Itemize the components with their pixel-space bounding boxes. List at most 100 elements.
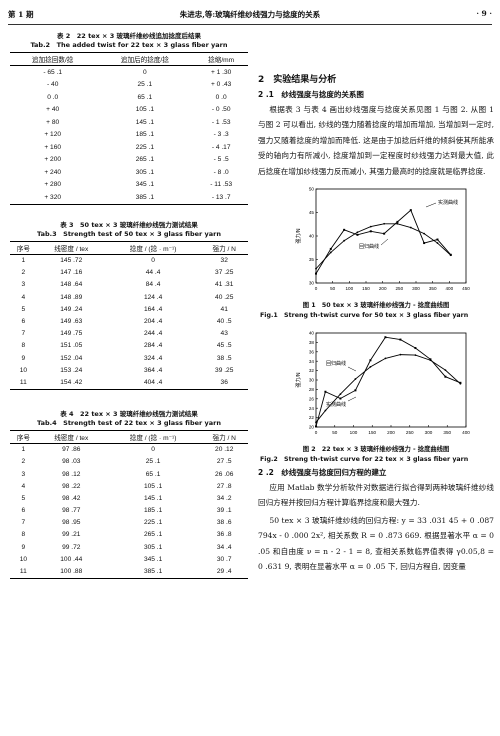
label-leader [347, 396, 357, 402]
left-column: 表 2 22 tex × 3 玻璃纤维纱线追加捻度后结果 Tab.2 The a… [10, 30, 248, 579]
table3-row-cell: 149 .24 [60, 305, 83, 313]
plot-frame [315, 332, 467, 428]
regression-point [423, 232, 426, 235]
regression-point [324, 409, 327, 412]
table4-row-cell: 10 [19, 555, 28, 563]
table4-row-cell: 0 [151, 446, 155, 454]
table3-row-cell: 84 .4 [145, 281, 161, 289]
table2-row-cell: + 200 [44, 156, 62, 164]
regression-point [383, 222, 386, 225]
label-leader [380, 238, 389, 246]
measured-point [396, 220, 399, 223]
table3-row-cell: 145 .72 [60, 257, 83, 265]
regression-point [399, 353, 402, 356]
table4-header: 捻度 / (捻 · m⁻¹) [105, 429, 201, 444]
table2-row-cell: 185 .1 [135, 131, 155, 139]
table4-row-cell: 65 .1 [145, 470, 161, 478]
table2-header: 捻缩/mm [194, 52, 248, 66]
measured-point [339, 397, 342, 400]
table2-row-cell: + 40 [46, 106, 60, 114]
table2-row: - 40 25 .1 + 0 .43 [10, 79, 248, 92]
table4-row-cell: 5 [21, 494, 26, 502]
table3-row-cell: 404 .4 [105, 376, 201, 390]
table4-row-cell: 305 .1 [143, 543, 163, 551]
y-tick-label: 38 [309, 340, 315, 345]
y-tick-label: 32 [309, 368, 315, 373]
measured-point [329, 247, 332, 250]
table2-row: + 40 105 .1 - 0 .50 [10, 104, 248, 117]
table2-row-cell: - 4 .17 [211, 143, 231, 151]
regression-point [409, 226, 412, 229]
table2-row: + 280 345 .1 - 11 .53 [10, 179, 248, 192]
regression-point [339, 393, 342, 396]
x-tick-label: 0 [315, 286, 318, 291]
table2-row-cell: + 80 [46, 118, 60, 126]
table2-row-cell: 0 .0 [215, 93, 227, 101]
table3-row-cell: 148 .64 [60, 281, 83, 289]
table2-row-cell: 305 .1 [135, 168, 155, 176]
table4-row: 8 99 .21 265 .1 36 .8 [10, 529, 248, 541]
table4-row-cell: 26 .06 [215, 470, 234, 478]
regression-label: 回归曲线 [326, 360, 346, 367]
table4-row-cell: 98 .42 [62, 494, 81, 502]
table4-row-cell: 98 .22 [62, 482, 81, 490]
measured-point [423, 242, 426, 245]
table2-row-cell: - 0 .50 [211, 106, 231, 114]
regression-point [329, 251, 332, 254]
table4-row-cell: 265 .1 [143, 531, 163, 539]
table4-row-cell: 30 .7 [216, 555, 232, 563]
subsection-title-2: 2 .2 纱线强度与捻度回归方程的建立 [258, 468, 387, 478]
paragraph-3: 50 tex × 3 玻璃纤维纱线的回归方程: y = 33 .031 45 +… [258, 515, 494, 572]
y-axis-label: 强力/N [295, 372, 302, 387]
x-tick-label: 50 [332, 430, 338, 435]
table2-row-cell: + 1 .30 [210, 68, 232, 76]
figure-1-caption-cn: 图 1 50 tex × 3 玻璃纤维纱线强力 - 捻度曲线图 [302, 302, 450, 310]
table4-row-cell: 34 .2 [216, 494, 232, 502]
table3-row-cell: 147 .16 [60, 269, 83, 277]
table3-header: 强力 / N [200, 240, 248, 255]
x-tick-label: 150 [368, 430, 376, 435]
table2-caption-cn: 表 2 22 tex × 3 玻璃纤维纱线追加捻度后结果 [56, 32, 202, 40]
table3-row-cell: 152 .04 [60, 354, 83, 362]
table4-header: 强力 / N [200, 429, 248, 444]
measured-point [414, 347, 417, 350]
subsection-title-1: 2 .1 纱线强度与捻度的关系图 [258, 90, 364, 99]
table3-row-cell: 148 .89 [60, 293, 83, 301]
measured-curve [315, 336, 461, 427]
table3-row-cell: 284 .4 [143, 342, 163, 350]
paragraph-2: 应用 Matlab 数学分析软件对数据进行拟合得到两种玻璃纤维纱线回归方程并按回… [258, 483, 494, 508]
table2-body: - 65 .1 0 + 1 .30 - 40 25 .1 + 0 .43 0 .0 65 .1… [10, 66, 248, 205]
table4-row-cell: 36 .8 [216, 531, 232, 539]
regression-point [369, 225, 372, 228]
table4-row-cell: 3 [21, 470, 26, 478]
y-tick-label: 50 [309, 187, 315, 192]
table3-row-cell: 5 [21, 305, 26, 313]
table2-row-cell: - 13 .7 [194, 191, 248, 205]
regression-point [315, 421, 317, 424]
table3-header: 序号 [10, 240, 37, 255]
y-tick-label: 24 [309, 406, 315, 411]
x-tick-label: 250 [406, 430, 414, 435]
table4-row-cell: 145 .1 [143, 494, 163, 502]
table4-caption-cn: 表 4 22 tex × 3 玻璃纤维纱线强力测试结果 [60, 409, 198, 418]
y-tick-label: 40 [309, 331, 315, 336]
measured-point [436, 238, 439, 241]
table4-row-cell: 385 .1 [105, 565, 201, 579]
table3-row-cell: 8 [21, 342, 26, 350]
table3-row-cell: 39 .25 [215, 366, 234, 374]
table4-row: 10 100 .44 345 .1 30 .7 [10, 553, 248, 565]
regression-curve [315, 223, 452, 270]
label-leader [425, 202, 437, 208]
table2-row-cell: + 0 .43 [210, 81, 232, 89]
regression-label: 回归曲线 [359, 243, 379, 250]
regression-point [356, 231, 359, 234]
table2-row-cell: 0 [143, 68, 147, 76]
table4-row-cell: 98 .03 [62, 458, 81, 466]
table3-row-cell: 164 .4 [143, 305, 163, 313]
figure-1-caption-en: Fig.1 Streng th-twist curve for 50 tex ×… [260, 312, 469, 320]
table2-row-cell: 225 .1 [135, 143, 155, 151]
table4: 序号 线密度 / tex 捻度 / (捻 · m⁻¹) 强力 / N 1 97 .… [10, 429, 248, 579]
measured-point [369, 359, 372, 362]
figure-2-caption-en: Fig.2 Streng th-twist curve for 22 tex ×… [260, 456, 469, 464]
table4-row: 1 97 .86 0 20 .12 [10, 443, 248, 456]
